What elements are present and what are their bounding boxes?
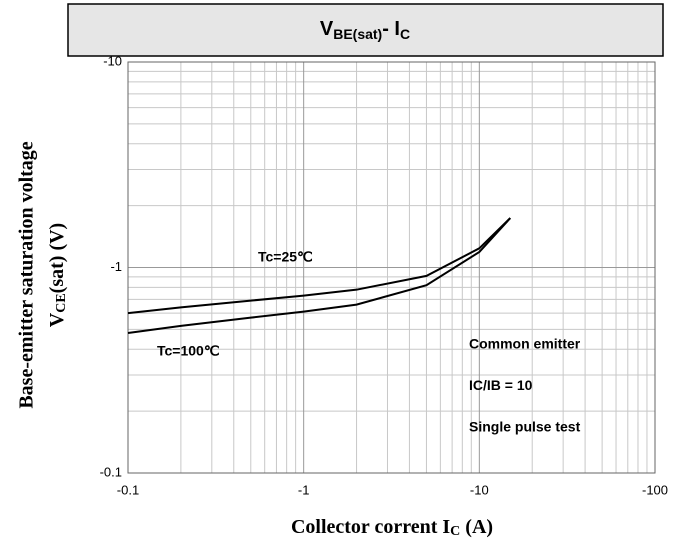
y-label-part: V (46, 312, 68, 327)
x-label-sub: C (450, 524, 460, 539)
annotation: Single pulse test (469, 419, 581, 435)
title-sub: BE(sat) (333, 26, 382, 42)
title-part: - I (382, 18, 400, 40)
annotation: Common emitter (469, 336, 581, 352)
plot-frame (127, 61, 656, 474)
y-label-part: (sat) (V) (46, 223, 68, 294)
y-label-sub: CE (54, 293, 69, 312)
x-tick-label: -0.1 (117, 482, 139, 497)
title-box (67, 3, 664, 57)
y-axis-label: Base-emitter saturation voltage (16, 141, 38, 408)
x-axis-label: Collector corrent IC (A) (291, 516, 493, 540)
chart-title: VBE(sat)- IC (320, 18, 410, 41)
x-tick-label: -10 (470, 482, 489, 497)
data-line (127, 217, 512, 334)
x-tick-label: -100 (642, 482, 668, 497)
x-label-part: (A) (460, 516, 493, 538)
data-line (127, 217, 511, 315)
y-tick-label: -10 (103, 53, 122, 68)
title-sub: C (400, 26, 410, 42)
annotation: IC/IB = 10 (469, 377, 533, 393)
x-label-part: Collector corrent I (291, 516, 450, 538)
series-label: Tc=100℃ (157, 343, 220, 359)
y-axis-label: VCE(sat) (V) (46, 223, 70, 327)
y-tick-label: -0.1 (100, 464, 122, 479)
y-tick-label: -1 (110, 259, 122, 274)
title-part: V (320, 18, 334, 40)
series-label: Tc=25℃ (258, 249, 313, 265)
x-tick-label: -1 (298, 482, 310, 497)
